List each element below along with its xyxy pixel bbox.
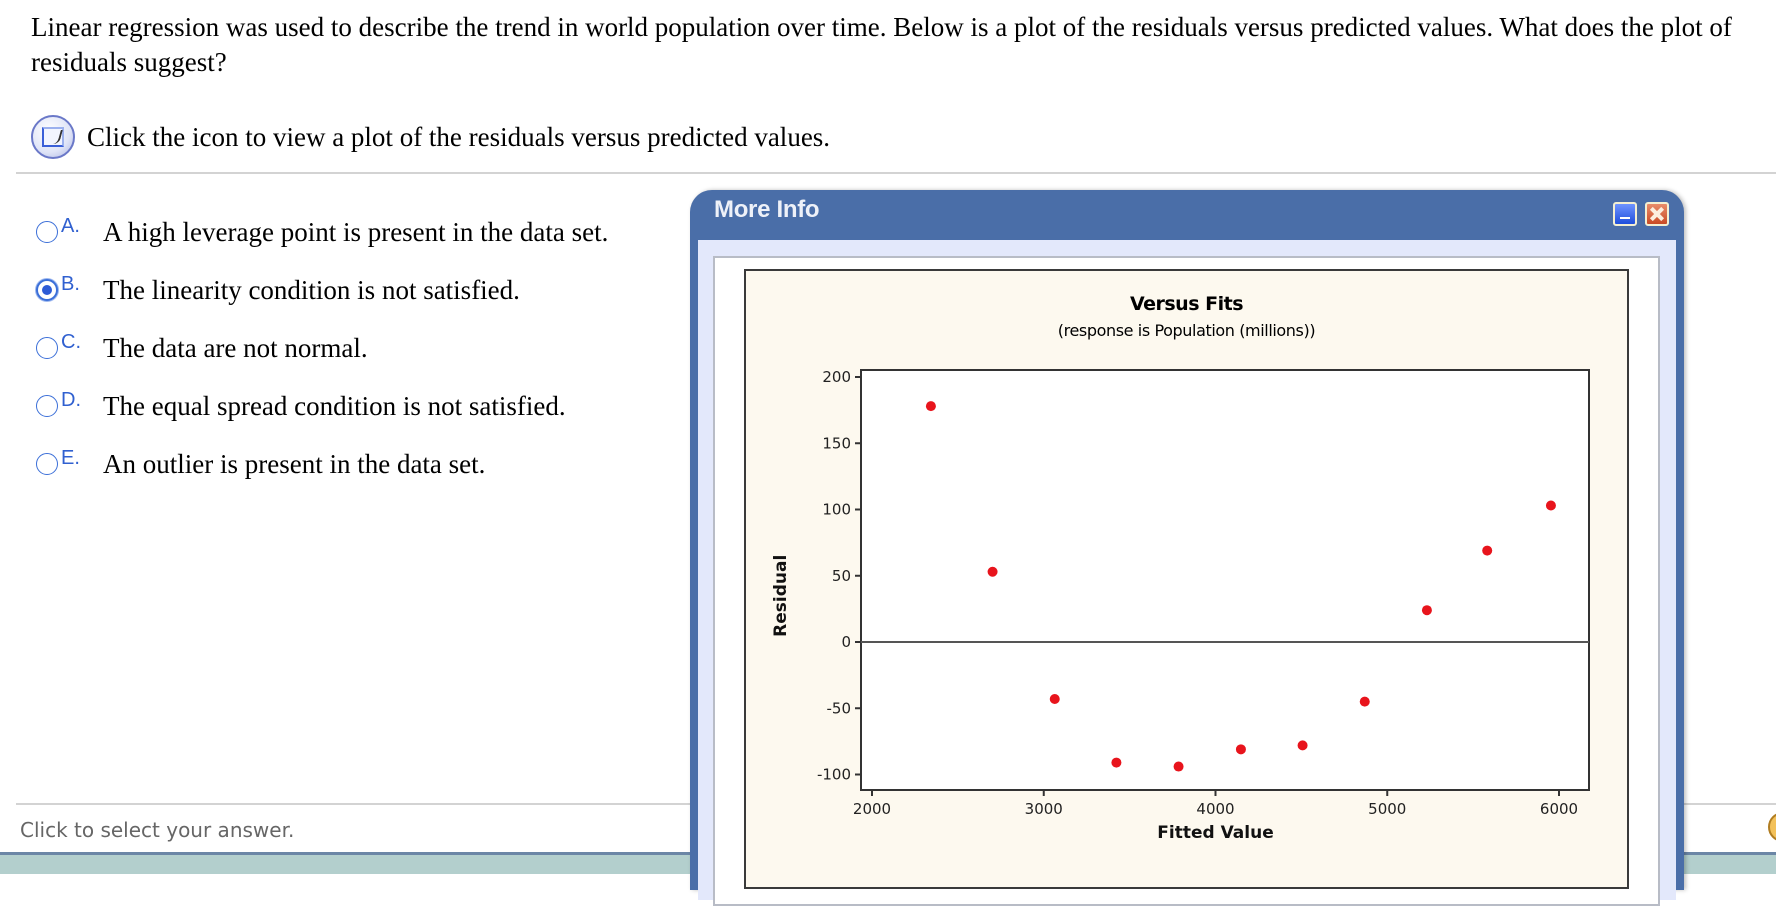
- content-panel: Versus Fits (response is Population (mil…: [713, 256, 1660, 906]
- question-text: Linear regression was used to describe t…: [31, 12, 1732, 77]
- status-text: Click to select your answer.: [20, 818, 295, 842]
- option-letter: C.: [61, 330, 81, 353]
- hint-text: Click the icon to view a plot of the res…: [87, 121, 831, 152]
- svg-text:50: 50: [832, 567, 851, 585]
- option-c[interactable]: C. The data are not normal.: [36, 319, 608, 377]
- svg-text:Fitted Value: Fitted Value: [1157, 823, 1273, 843]
- option-letter: B.: [61, 272, 80, 295]
- option-letter: D.: [61, 388, 81, 411]
- divider: [16, 172, 1776, 174]
- svg-text:6000: 6000: [1540, 800, 1578, 818]
- chart: Versus Fits (response is Population (mil…: [744, 269, 1629, 889]
- svg-text:2000: 2000: [853, 800, 891, 818]
- svg-text:-50: -50: [827, 699, 852, 717]
- svg-text:5000: 5000: [1368, 800, 1406, 818]
- svg-text:3000: 3000: [1025, 800, 1063, 818]
- option-e[interactable]: E. An outlier is present in the data set…: [36, 435, 608, 493]
- radio-d[interactable]: [36, 395, 58, 417]
- svg-text:4000: 4000: [1196, 800, 1234, 818]
- more-info-window[interactable]: More Info Versus Fits (response is Popul…: [690, 190, 1684, 906]
- option-text: An outlier is present in the data set.: [103, 448, 486, 479]
- help-circle-icon[interactable]: [1768, 812, 1776, 842]
- option-b[interactable]: B. The linearity condition is not satisf…: [36, 261, 608, 319]
- svg-text:100: 100: [822, 501, 851, 519]
- radio-b[interactable]: [36, 279, 58, 301]
- option-d[interactable]: D. The equal spread condition is not sat…: [36, 377, 608, 435]
- answer-options: A. A high leverage point is present in t…: [36, 203, 608, 493]
- option-text: A high leverage point is present in the …: [103, 216, 609, 247]
- radio-c[interactable]: [36, 337, 58, 359]
- svg-text:200: 200: [822, 368, 851, 386]
- hint-row: Click the icon to view a plot of the res…: [31, 114, 830, 160]
- svg-text:150: 150: [822, 434, 851, 452]
- option-text: The linearity condition is not satisfied…: [103, 274, 520, 305]
- option-text: The data are not normal.: [103, 332, 368, 363]
- option-text: The equal spread condition is not satisf…: [103, 390, 566, 421]
- window-body: Versus Fits (response is Population (mil…: [698, 240, 1676, 906]
- radio-e[interactable]: [36, 453, 58, 475]
- chart-subtitle: (response is Population (millions)): [1057, 321, 1316, 340]
- svg-text:-100: -100: [817, 766, 851, 784]
- close-icon[interactable]: [1645, 202, 1669, 226]
- option-letter: E.: [61, 446, 80, 469]
- window-title: More Info: [714, 196, 820, 223]
- svg-text:Residual: Residual: [771, 555, 791, 637]
- chart-title: Versus Fits: [1129, 293, 1244, 315]
- option-letter: A.: [61, 214, 80, 237]
- radio-a[interactable]: [36, 221, 58, 243]
- graph-icon[interactable]: [31, 115, 75, 159]
- option-a[interactable]: A. A high leverage point is present in t…: [36, 203, 608, 261]
- minimize-icon[interactable]: [1613, 202, 1637, 226]
- svg-text:0: 0: [841, 633, 851, 651]
